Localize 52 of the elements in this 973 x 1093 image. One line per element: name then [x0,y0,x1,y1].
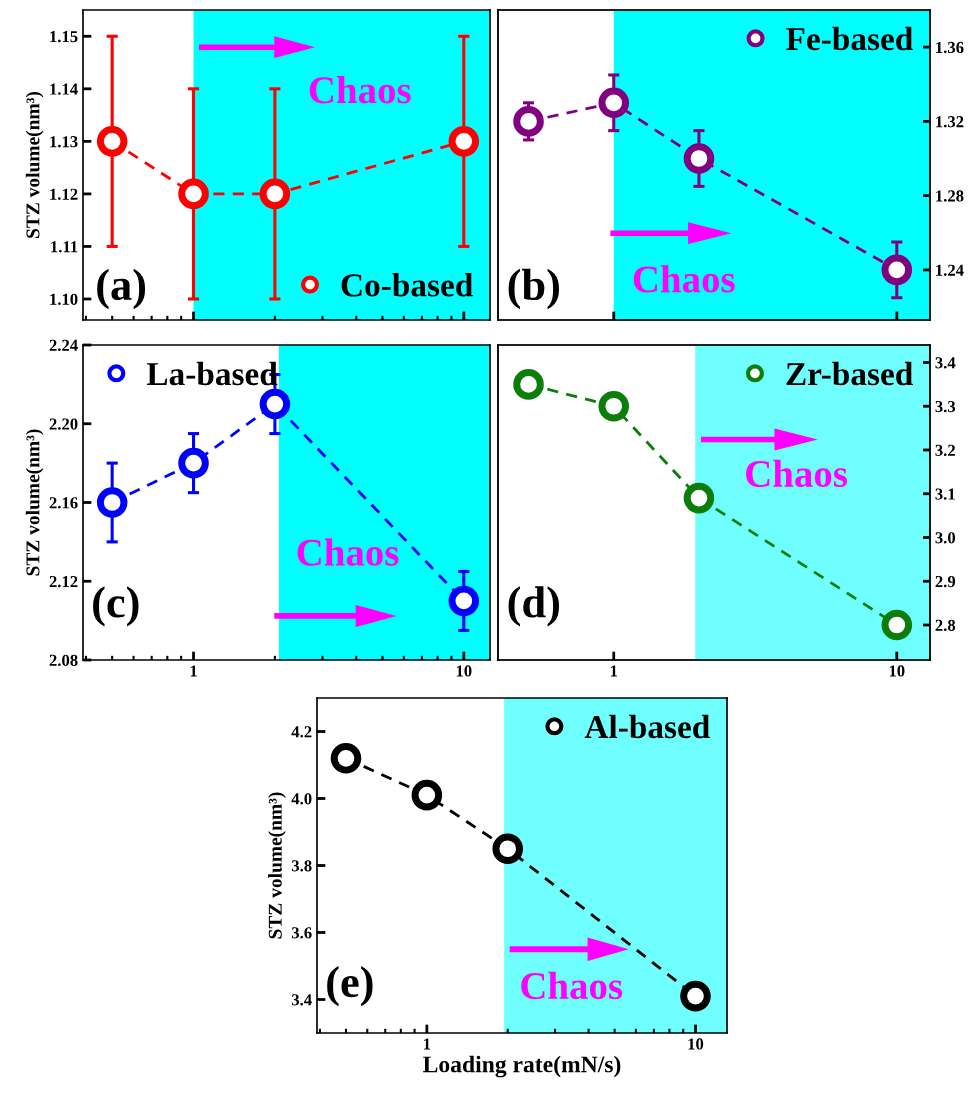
x-tick-label: 10 [456,665,472,677]
x-tick-label: 10 [688,1038,704,1050]
y2-tick-label: 2.8 [935,619,956,632]
y2-tick-label: 1.36 [936,41,964,54]
x-tick-label: 1 [190,665,197,677]
x-tick-label: 10 [889,665,905,677]
legend-label: Al-based [584,714,710,739]
y-tick-label: 3.6 [291,927,312,939]
y2-tick-label: 3.3 [935,401,956,413]
annotation: Chaos [297,538,399,566]
y-axis-title: STZ volume(nm³) [268,792,286,939]
y-tick-label: 1.13 [50,136,78,148]
y2-tick-label: 3.0 [935,532,956,544]
y-axis-title: STZ volume(nm³) [25,91,44,238]
y-tick-label: 3.8 [291,860,312,872]
annotation: (b) [508,268,560,310]
annotation: Chaos [746,459,847,488]
y-tick-label: 2.08 [49,654,78,667]
y-tick-label: 4.2 [291,726,312,738]
y-tick-label: 2.12 [49,576,78,588]
y-axis-title: STZ volume(nm³) [25,429,44,576]
legend-label: La-based [146,361,278,386]
annotation: Chaos [309,76,411,104]
y-tick-label: 2.16 [49,497,78,509]
y-tick-label: 4.0 [291,793,312,805]
y-tick-label: 1.15 [50,31,78,43]
annotation: (a) [97,268,146,310]
legend-label: Co-based [341,273,473,297]
y2-tick-label: 3.2 [935,444,955,457]
y-tick-label: 2.20 [49,418,78,430]
y-tick-label: 3.4 [291,994,312,1006]
annotation: (e) [327,965,373,1007]
y2-tick-label: 3.1 [935,488,955,500]
annotation: Chaos [521,971,623,1000]
annotation: (c) [93,586,139,627]
y-tick-label: 1.12 [50,188,78,200]
y2-tick-label: 1.32 [936,116,964,128]
y2-tick-label: 2.9 [935,576,956,588]
y2-tick-label: 3.4 [935,357,956,369]
x-axis-title: Loading rate(mN/s) [423,1055,621,1078]
y-tick-label: 1.14 [50,83,78,95]
y-tick-label: 1.10 [50,293,78,305]
y-tick-label: 1.11 [51,241,78,253]
x-tick-label: 1 [424,1038,431,1050]
y2-tick-label: 1.24 [936,264,964,276]
legend-label: Fe-based [786,26,913,51]
annotation: (d) [508,586,560,627]
legend-label: Zr-based [786,361,913,386]
annotation: Chaos [633,265,735,293]
y2-tick-label: 1.28 [936,190,964,202]
x-tick-label: 1 [610,665,618,677]
y-tick-label: 2.24 [49,339,78,352]
